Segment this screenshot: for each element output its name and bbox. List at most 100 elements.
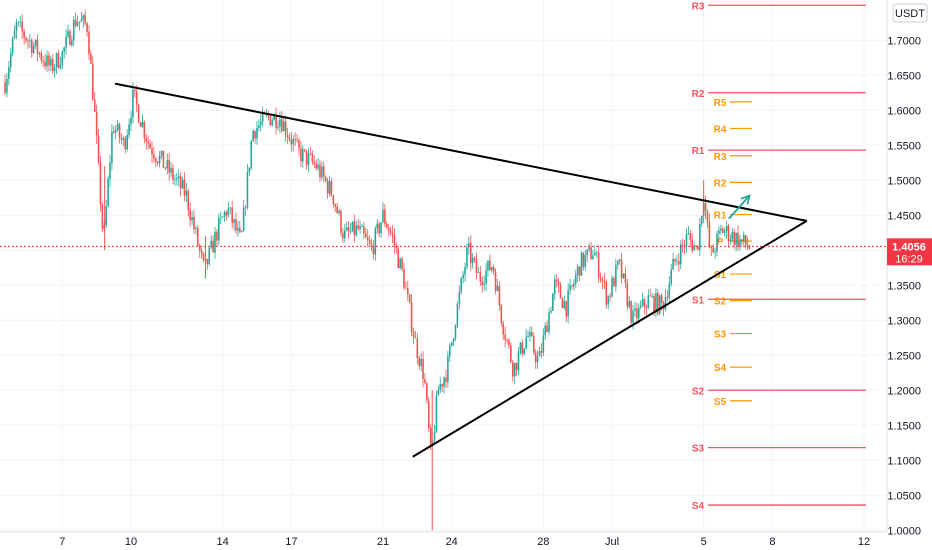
candle-body	[343, 230, 346, 239]
candle-body	[441, 384, 443, 387]
candle-body	[250, 141, 253, 168]
candle-body	[151, 148, 153, 155]
candle-body	[670, 269, 673, 284]
candle-body	[67, 31, 69, 37]
candle-body	[639, 305, 642, 308]
candle-body	[510, 345, 512, 362]
candle-body	[38, 52, 41, 55]
candle-body	[714, 251, 716, 253]
candle-body	[252, 130, 254, 142]
candle-body	[219, 217, 222, 219]
candle-body	[508, 340, 510, 346]
candle-body	[59, 65, 62, 68]
candle-body	[21, 21, 23, 32]
candle-body	[700, 215, 703, 224]
candle-body	[427, 400, 430, 429]
candle-body	[586, 249, 589, 256]
candle-body	[164, 167, 167, 169]
candle-body	[113, 131, 115, 133]
candle-body	[737, 232, 739, 248]
time-tick-label: 24	[446, 536, 458, 548]
candle-body	[359, 226, 361, 230]
candle-body	[340, 210, 342, 233]
candle-body	[584, 255, 587, 267]
candle-body	[599, 277, 602, 280]
time-axis-ticks: 7 10 14 17 21 24 28 Jul 5 8 12	[59, 536, 870, 548]
candle-body	[185, 190, 188, 196]
candle-body	[674, 258, 676, 262]
candle-body	[723, 231, 726, 233]
candle-body	[242, 207, 245, 232]
candle-body	[156, 161, 159, 164]
candle-body	[179, 176, 182, 189]
candle-body	[25, 37, 27, 41]
candle-body	[725, 225, 728, 232]
weekly-pivot-label: S5	[714, 397, 727, 408]
candle-body	[34, 39, 37, 46]
candle-body	[322, 166, 325, 177]
candle-body	[678, 261, 680, 265]
candle-body	[412, 332, 415, 338]
candle-body	[282, 121, 285, 132]
candle-body	[748, 246, 751, 249]
candle-body	[746, 244, 749, 247]
candle-body	[48, 55, 50, 66]
candle-body	[80, 19, 83, 22]
candle-body	[653, 296, 655, 313]
candle-body	[742, 235, 745, 242]
candle-body	[555, 279, 558, 282]
time-tick-label: 10	[125, 536, 137, 548]
candle-body	[567, 290, 569, 317]
weekly-pivot-label: S2	[714, 297, 727, 308]
last-price-badge: 1.4056 16:29	[887, 238, 932, 266]
candle-body	[542, 335, 545, 353]
candle-body	[109, 162, 111, 180]
candle-body	[410, 302, 413, 333]
candle-body	[351, 221, 354, 232]
weekly-pivot-label: R3	[714, 152, 727, 163]
candle-body	[254, 130, 256, 139]
candle-body	[40, 52, 43, 61]
candle-body	[168, 159, 170, 173]
currency-badge[interactable]: USDT	[892, 3, 928, 23]
candle-body	[691, 239, 694, 251]
candle-body	[176, 178, 178, 180]
candle-body	[552, 293, 554, 311]
candle-body	[30, 40, 33, 54]
candle-body	[376, 223, 379, 229]
price-tick-label: 1.3500	[887, 280, 921, 292]
candle-body	[739, 239, 741, 248]
candle-body	[206, 258, 209, 265]
candle-body	[345, 227, 348, 231]
candle-body	[208, 247, 211, 265]
candle-body	[628, 301, 631, 307]
price-axis-ticks: 1.70001.65001.60001.55001.50001.45001.40…	[887, 35, 921, 537]
candle-body	[496, 285, 499, 291]
candle-body	[513, 363, 516, 377]
candle-body	[435, 395, 438, 432]
candle-body	[414, 337, 417, 339]
candle-body	[69, 31, 71, 46]
candle-body	[275, 114, 277, 128]
candle-body	[309, 153, 312, 155]
candle-body	[71, 40, 73, 46]
candle-body	[128, 124, 130, 136]
monthly-pivot-label: S4	[692, 501, 705, 512]
candle-body	[202, 253, 205, 261]
candle-body	[613, 278, 615, 287]
candle-body	[450, 341, 453, 346]
candle-body	[418, 358, 421, 366]
candle-body	[124, 138, 127, 150]
candle-body	[149, 143, 151, 149]
candle-body	[193, 217, 195, 230]
candle-body	[378, 223, 380, 234]
candle-body	[189, 210, 191, 221]
candle-body	[439, 384, 442, 390]
candle-body	[456, 303, 459, 326]
candle-body	[511, 361, 514, 377]
candle-body	[433, 431, 436, 442]
candle-body	[347, 227, 350, 232]
candle-body	[84, 15, 86, 24]
candle-body	[445, 377, 447, 382]
